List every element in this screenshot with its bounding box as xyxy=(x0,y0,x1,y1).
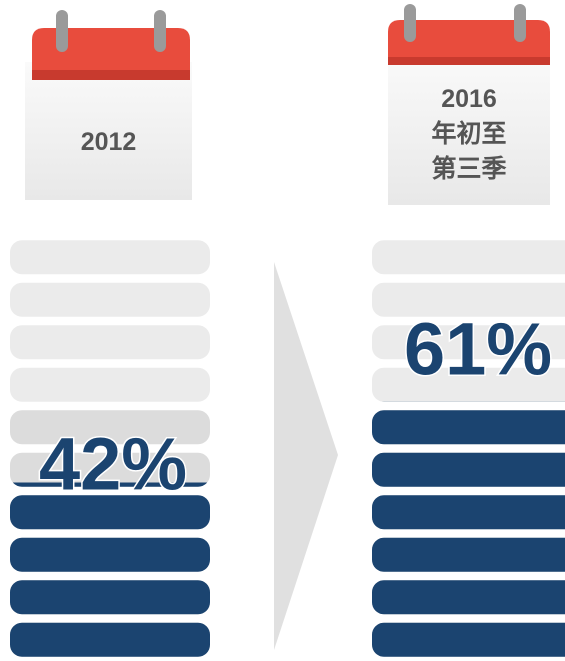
gauge-slot xyxy=(10,240,210,275)
gauge: 42% xyxy=(10,240,210,657)
gauge-slot xyxy=(10,410,210,445)
gauge: 61% xyxy=(372,240,565,657)
calendar xyxy=(25,10,192,200)
period-label: 2016 年初至 第三季 xyxy=(431,85,507,183)
gauge-slot xyxy=(10,282,210,317)
period-label: 2012 xyxy=(80,128,137,156)
gauge-slot xyxy=(10,452,210,487)
arrow xyxy=(274,262,338,650)
gauge-fill xyxy=(10,482,210,657)
value-label: 42% xyxy=(39,423,187,506)
gauge-slot xyxy=(10,325,210,360)
gauge-slot xyxy=(372,240,565,275)
calendar xyxy=(388,4,550,205)
gauge-slot xyxy=(372,367,565,402)
gauge-slot xyxy=(10,367,210,402)
gauge-fill xyxy=(372,401,565,657)
gauge-slot xyxy=(372,282,565,317)
value-label: 61% xyxy=(404,308,552,391)
gauge-slot xyxy=(372,325,565,360)
